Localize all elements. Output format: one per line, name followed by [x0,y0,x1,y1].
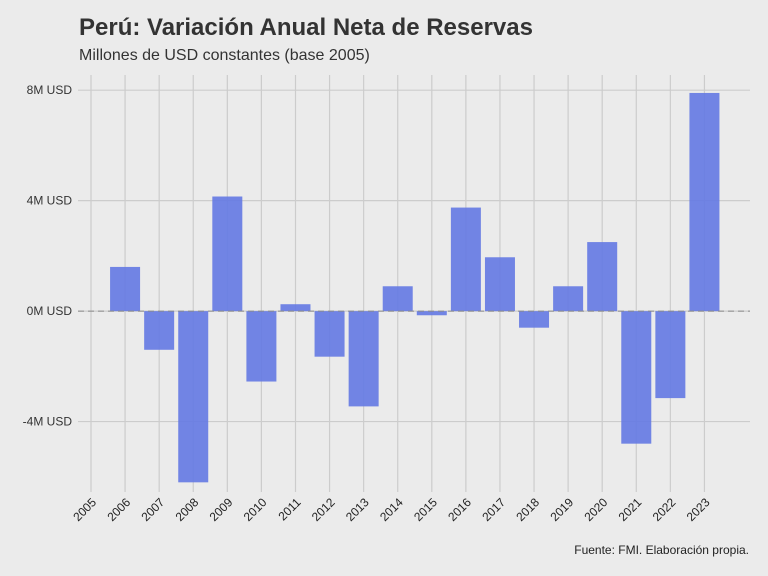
bar-2014 [382,286,413,312]
bar-2015 [416,311,447,316]
x-tick-label: 2010 [241,495,270,524]
x-tick-label: 2008 [173,495,202,524]
bar-2018 [519,311,550,328]
bar-2012 [314,311,345,357]
x-tick-label: 2012 [309,495,338,524]
y-tick-label: 0M USD [27,304,73,318]
bar-2008 [178,311,209,483]
y-tick-label: 8M USD [27,83,73,97]
bar-2013 [348,311,379,407]
chart-subtitle: Millones de USD constantes (base 2005) [79,47,370,64]
x-tick-label: 2009 [207,495,236,524]
bar-2011 [280,304,311,312]
x-tick-label: 2013 [343,495,372,524]
chart-title: Perú: Variación Anual Neta de Reservas [79,14,533,41]
bar-2009 [212,196,243,312]
bars [110,92,720,483]
x-tick-label: 2023 [684,495,713,524]
x-tick-label: 2016 [445,495,474,524]
x-tick-label: 2021 [616,495,645,524]
x-tick-label: 2017 [479,495,508,524]
x-axis-ticks: 2005 2006 2007 2008 2009 2010 2011 2012 2013 2014… [70,495,712,524]
bar-2019 [553,286,584,312]
x-tick-label: 2014 [377,495,406,524]
bar-2022 [655,311,686,399]
y-tick-label: -4M USD [23,415,73,429]
bar-2007 [144,311,175,350]
bar-2016 [450,207,481,312]
x-tick-label: 2005 [70,495,99,524]
x-tick-label: 2015 [411,495,440,524]
bar-2010 [246,311,277,382]
x-tick-label: 2019 [547,495,576,524]
x-tick-label: 2006 [104,495,133,524]
y-tick-label: 4M USD [27,194,73,208]
x-tick-label: 2007 [138,495,167,524]
bar-2020 [587,242,618,312]
bar-2017 [484,257,515,312]
x-tick-label: 2020 [582,495,611,524]
x-tick-label: 2022 [650,495,679,524]
source-caption: Fuente: FMI. Elaboración propia. [574,543,749,557]
bar-2023 [689,92,720,312]
bar-2006 [110,266,141,312]
bar-2021 [621,311,652,444]
y-axis-ticks: -4M USD 0M USD 4M USD 8M USD [23,83,73,428]
x-tick-label: 2011 [275,495,303,523]
x-tick-label: 2018 [513,495,542,524]
